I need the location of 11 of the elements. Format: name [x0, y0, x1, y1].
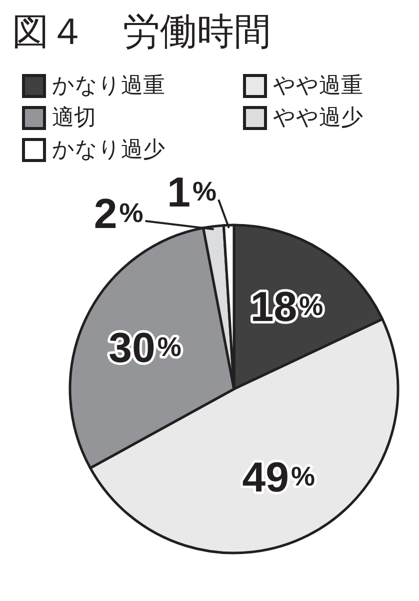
legend-label: かなり過重	[52, 74, 165, 98]
legend-label: やや過少	[273, 106, 363, 130]
data-label: 30%	[108, 324, 182, 371]
legend-label: やや過重	[273, 74, 363, 98]
data-label: 2%	[94, 189, 144, 236]
data-label: 1%	[167, 168, 217, 216]
data-label: 18%	[250, 282, 324, 330]
legend-label: かなり過少	[52, 138, 165, 162]
chart-title: 図４ 労働時間	[12, 10, 271, 53]
legend-label: 適切	[52, 106, 96, 130]
data-label: 49%	[242, 453, 316, 500]
